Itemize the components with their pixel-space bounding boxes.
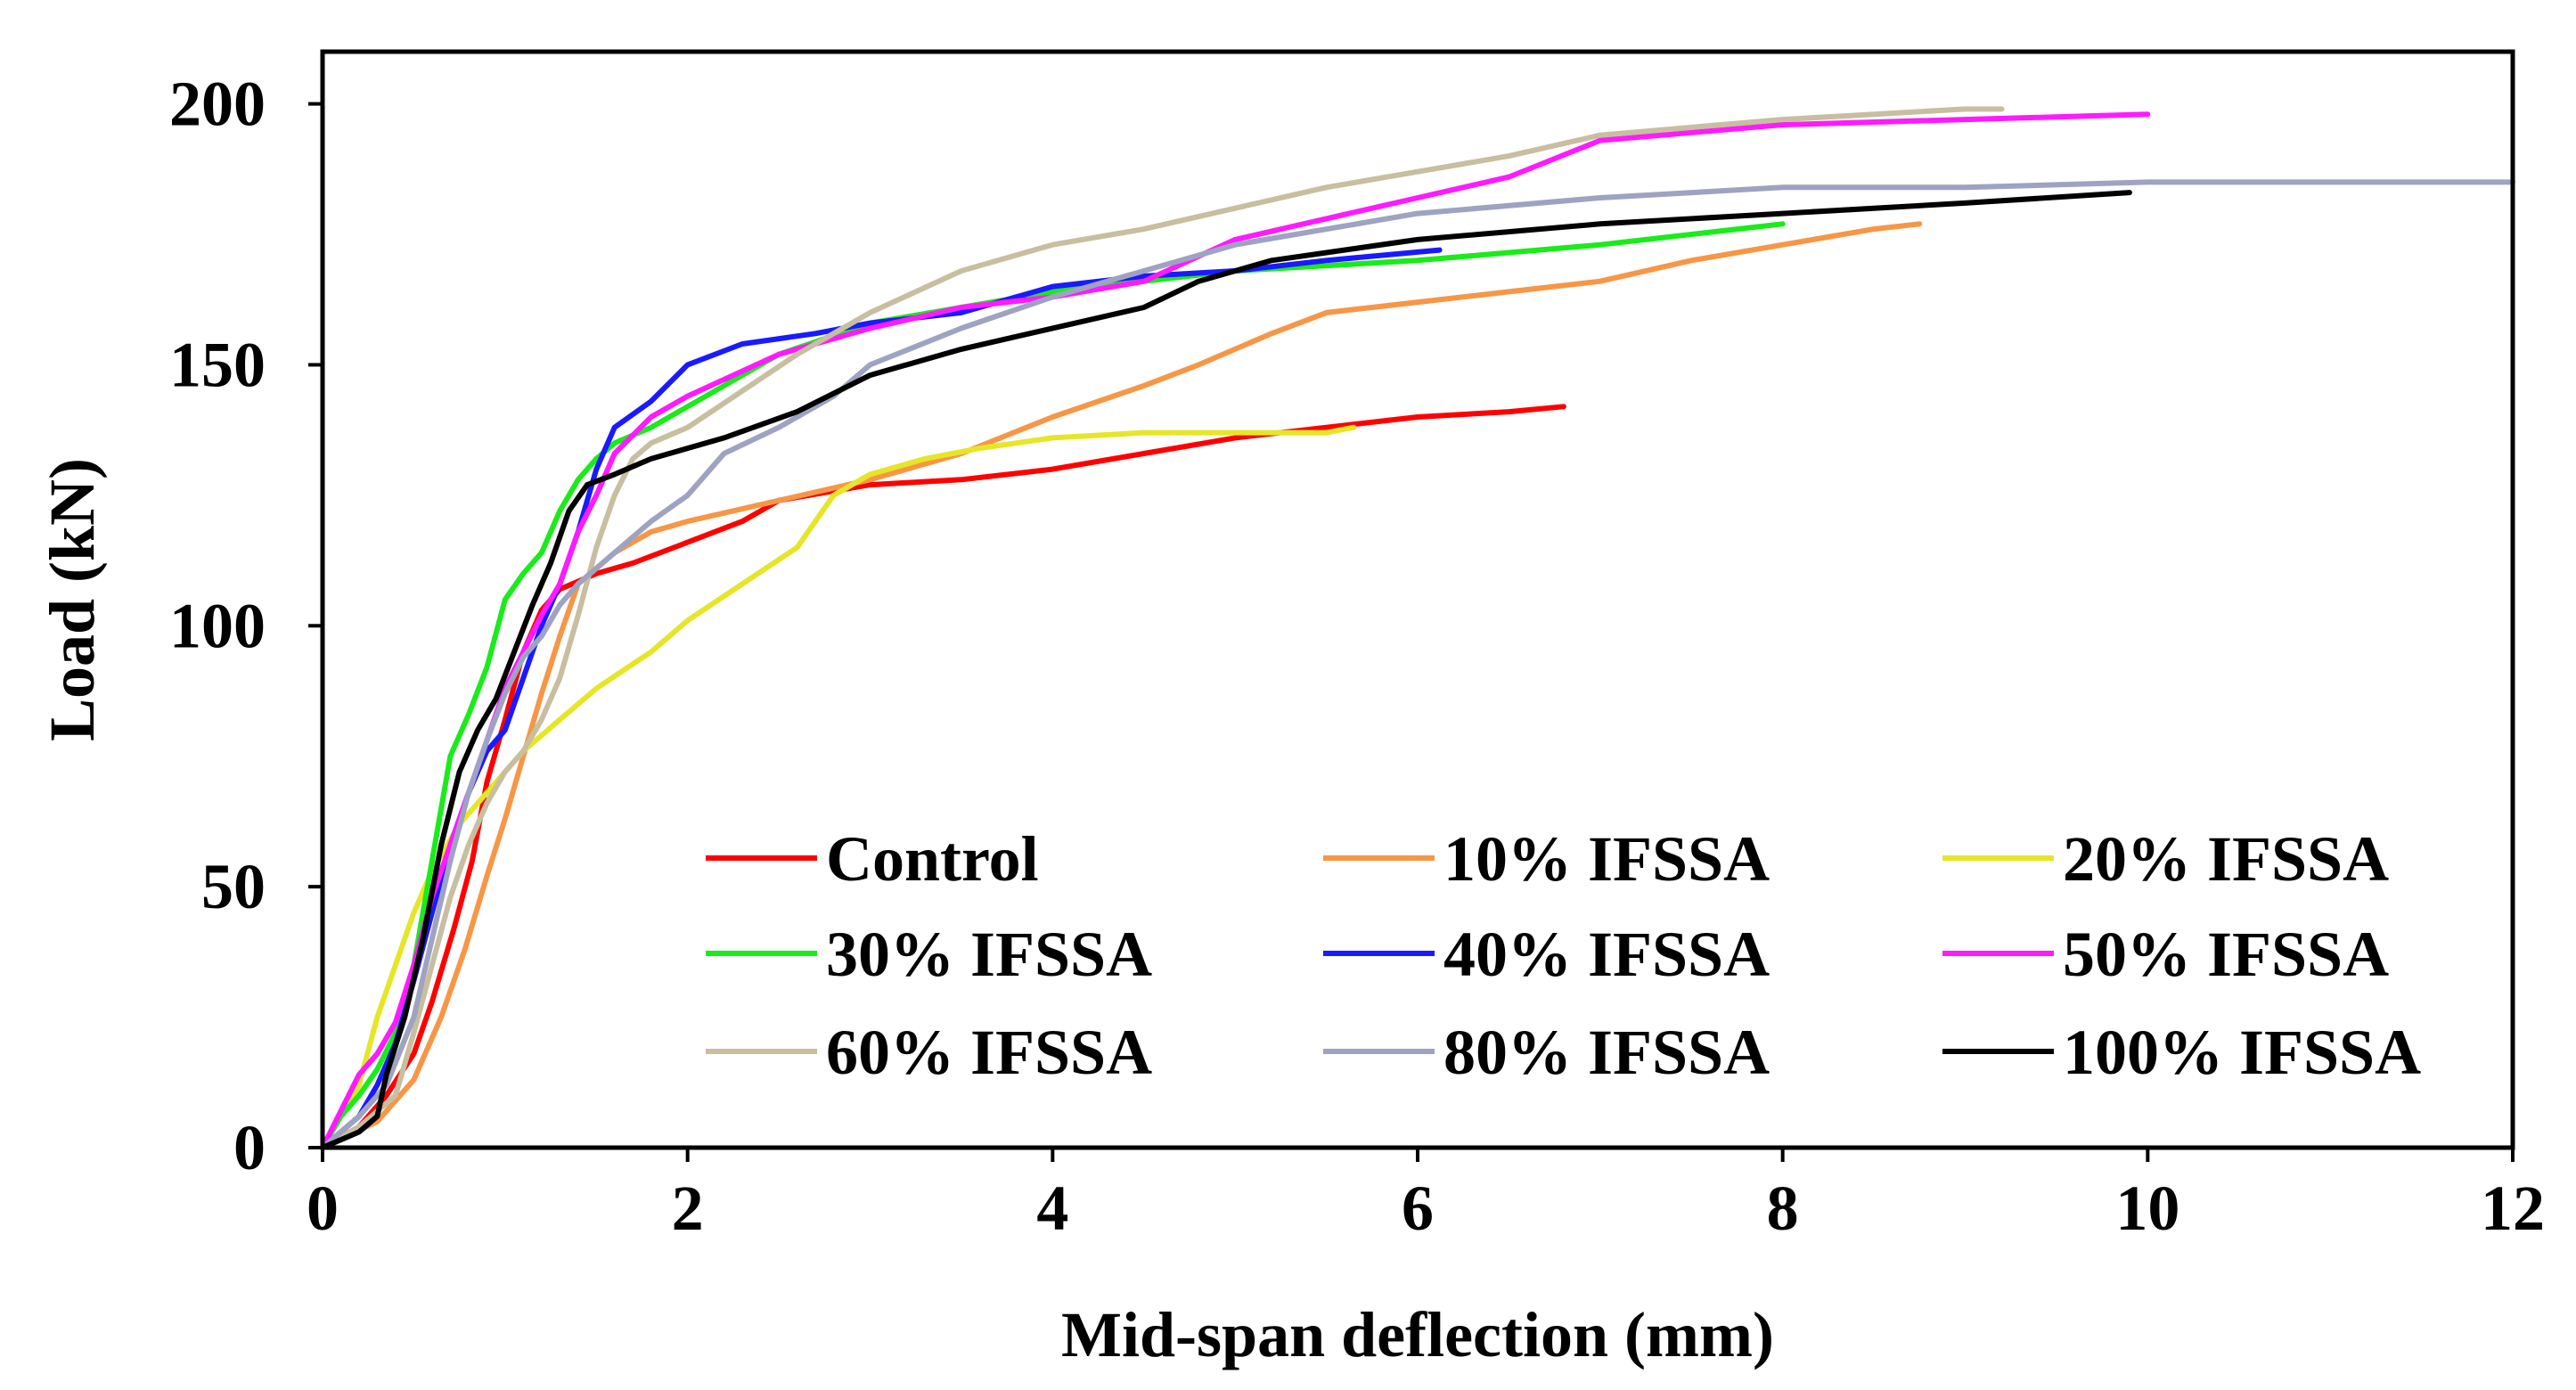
x-tick-label: 4 [1036, 1173, 1068, 1244]
legend-label: 50% IFSSA [2063, 919, 2389, 990]
legend-label: 10% IFSSA [1443, 823, 1770, 895]
y-tick-label: 200 [169, 69, 266, 140]
y-tick-label: 100 [169, 590, 266, 661]
legend: Control 10% IFSSA 20% IFSSA 30% IFSSA 40% IF… [706, 823, 2421, 1088]
y-tick-label: 0 [233, 1112, 266, 1183]
series-lines [320, 106, 2515, 1150]
legend-label: 30% IFSSA [826, 919, 1152, 990]
x-tick-label: 8 [1767, 1173, 1799, 1244]
series-line-60-ifssa [320, 106, 2005, 1150]
series-line-80-ifssa [320, 179, 2515, 1150]
legend-label: 100% IFSSA [2063, 1017, 2421, 1088]
x-axis-ticks: 0 2 4 6 8 10 12 [307, 1148, 2545, 1244]
y-axis-ticks: 0 50 100 150 200 [169, 69, 323, 1183]
legend-label: 60% IFSSA [826, 1017, 1152, 1088]
y-tick-label: 150 [169, 329, 266, 400]
x-axis-label: Mid-span deflection (mm) [1061, 1299, 1774, 1370]
series-line-20-ifssa [320, 424, 1357, 1150]
y-tick-label: 50 [201, 851, 266, 922]
x-tick-label: 2 [672, 1173, 704, 1244]
legend-label: 80% IFSSA [1443, 1017, 1770, 1088]
legend-label: 20% IFSSA [2063, 823, 2389, 895]
series-line-control [320, 404, 1566, 1150]
x-tick-label: 6 [1402, 1173, 1434, 1244]
series-line-10-ifssa [320, 221, 1923, 1150]
legend-label: 40% IFSSA [1443, 919, 1770, 990]
legend-label: Control [826, 823, 1039, 895]
x-tick-label: 0 [307, 1173, 339, 1244]
x-tick-label: 10 [2115, 1173, 2179, 1244]
series-line-100-ifssa [320, 190, 2132, 1150]
y-axis-label: Load (kN) [37, 458, 108, 741]
x-tick-label: 12 [2481, 1173, 2545, 1244]
